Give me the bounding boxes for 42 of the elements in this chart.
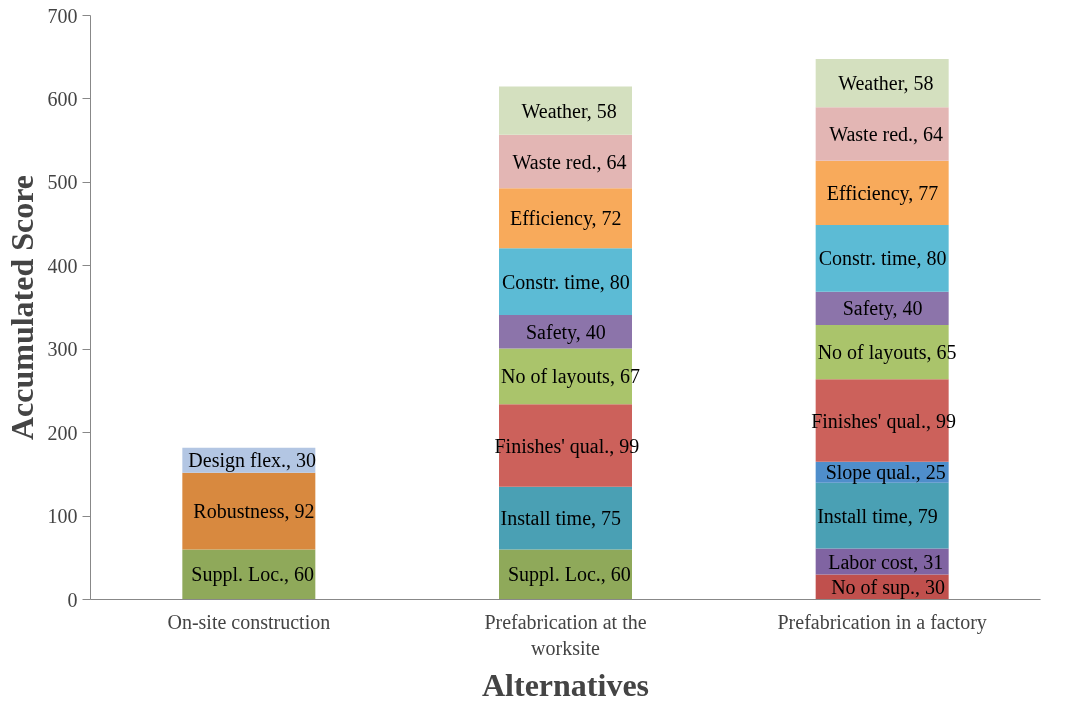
y-tick-label: 300 [47, 338, 78, 361]
bar [815, 107, 949, 161]
y-tick-label: 0 [67, 588, 78, 611]
x-tick-label: Prefabrication at the worksite [484, 610, 647, 659]
bar [499, 188, 632, 249]
data-label: Suppl. Loc., 60 [508, 563, 631, 587]
y-tick-label: 200 [47, 421, 78, 444]
data-label: Efficiency, 77 [826, 181, 939, 205]
bar [182, 472, 316, 550]
data-label: Constr. time, 80 [502, 270, 630, 293]
data-label: Slope qual., 25 [825, 461, 946, 485]
data-label: Waste red., 64 [829, 122, 944, 145]
data-label: Install time, 79 [817, 504, 938, 527]
y-tick-label: 600 [47, 87, 78, 110]
bar [815, 482, 949, 549]
bar [499, 486, 632, 550]
data-label: Suppl. Loc., 60 [191, 563, 315, 587]
y-tick-label: 400 [47, 254, 78, 277]
data-label: Efficiency, 72 [510, 207, 622, 231]
y-axis-title: Accumulated Score [3, 174, 40, 441]
bar [499, 86, 632, 135]
x-axis-title: Alternatives [481, 666, 650, 703]
data-label: Robustness, 92 [193, 500, 315, 523]
bar [815, 58, 949, 108]
data-label: Safety, 40 [842, 297, 923, 321]
bar [815, 224, 949, 292]
bar [815, 160, 949, 225]
data-label: Design flex., 30 [188, 449, 317, 473]
data-label: Weather, 58 [521, 99, 617, 122]
data-label: Weather, 58 [838, 72, 934, 95]
data-label: Install time, 75 [500, 507, 622, 530]
data-label: Constr. time, 80 [818, 247, 947, 270]
x-tick-label: On-site construction [167, 610, 331, 633]
y-tick-label: 100 [47, 505, 78, 528]
y-tick-label: 500 [47, 171, 78, 194]
data-label: No of sup., 30 [831, 575, 946, 599]
y-tick-label: 700 [47, 4, 78, 27]
x-tick-label: Prefabrication in a factory [777, 610, 987, 634]
data-label: Waste red., 64 [512, 150, 627, 173]
bar [499, 248, 632, 316]
data-label: Safety, 40 [526, 320, 606, 344]
data-label: Labor cost, 31 [828, 550, 944, 573]
